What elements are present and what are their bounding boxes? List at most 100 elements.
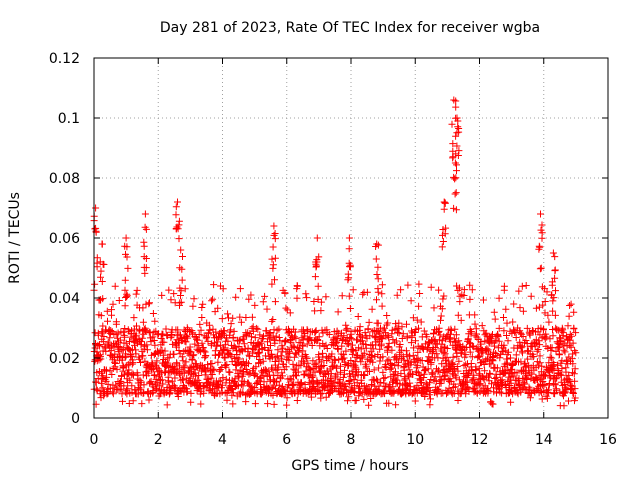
data-point [337,368,344,376]
data-point [331,356,339,364]
data-point [177,298,185,306]
data-point [545,318,553,326]
x-tick-label: 16 [599,432,617,448]
data-point [435,324,443,332]
data-point [468,328,476,336]
data-point [198,314,206,321]
data-point [357,345,365,353]
data-point [229,314,237,322]
data-point [129,397,137,405]
data-point [453,363,461,370]
data-point [551,274,559,282]
data-point [103,373,111,381]
data-point [119,328,127,336]
y-tick-label: 0 [71,411,80,427]
data-point [345,292,353,300]
data-point [281,389,289,397]
data-point [120,382,128,390]
data-point [397,370,405,378]
data-point [363,288,371,296]
data-point [536,352,544,360]
data-point [119,397,126,405]
data-point [411,329,419,336]
data-point [103,307,111,315]
data-point [539,301,547,309]
data-point [109,390,117,398]
data-point [308,374,316,381]
x-tick-label: 10 [406,432,424,448]
data-point [230,327,238,335]
data-point [512,351,520,359]
data-point [174,198,181,206]
data-point [541,298,549,305]
data-point [249,327,257,335]
data-point [448,360,456,368]
data-point [269,316,277,323]
data-point [449,353,457,361]
data-point [123,390,131,398]
data-point [564,322,572,330]
data-point [557,338,565,345]
data-point [240,340,248,348]
data-point [195,372,203,379]
data-point [379,368,387,376]
data-point [112,318,120,326]
data-point [384,332,392,340]
data-point [377,340,385,348]
data-point [543,333,551,341]
data-point [167,296,175,304]
data-point [244,344,252,352]
data-point [462,351,470,359]
data-point [338,292,346,300]
data-point [572,329,580,337]
data-point [361,372,369,379]
data-point [570,308,578,316]
axis-ticks [93,57,609,419]
data-point [198,304,206,311]
data-point [359,333,366,341]
data-point [222,375,230,383]
data-point [94,341,102,349]
data-point [172,203,180,211]
data-point [200,347,208,355]
data-point [559,329,567,337]
data-point [450,335,458,343]
data-point [259,357,267,365]
data-point [460,362,468,370]
data-point [210,366,218,374]
data-point [334,345,341,352]
data-point [275,325,283,333]
data-point [507,398,515,406]
data-point [144,361,152,369]
data-point [227,320,235,328]
data-point [565,353,573,361]
data-point [121,276,129,284]
data-point [190,351,198,359]
data-point [150,337,158,344]
data-point [368,305,376,313]
data-point [127,352,135,360]
data-point [163,401,171,409]
data-point [404,281,412,289]
data-point [367,353,375,361]
data-point [466,295,474,303]
data-point [426,401,434,409]
data-point [167,387,175,395]
data-point [402,347,410,355]
data-point [517,344,525,352]
data-point [140,389,148,397]
data-point [385,356,393,364]
data-point [437,316,444,324]
data-point [572,349,580,357]
data-point [275,381,283,389]
data-point [454,367,462,375]
data-point [480,361,488,368]
data-point [181,285,189,293]
data-point [146,299,153,307]
data-point [535,245,543,253]
data-point [204,337,212,345]
data-point [375,382,383,390]
data-point [538,395,546,403]
data-point [128,382,136,390]
data-point [142,255,150,262]
